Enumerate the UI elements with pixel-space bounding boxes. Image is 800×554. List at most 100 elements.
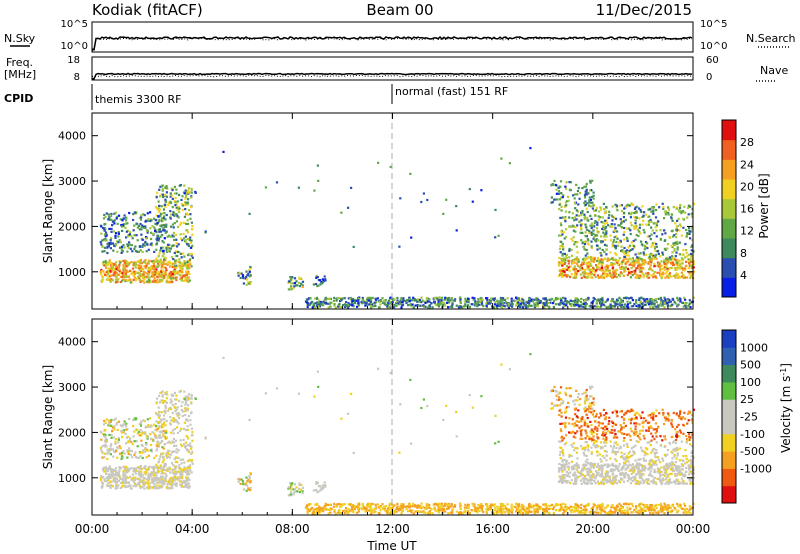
- power-cell: [683, 205, 686, 208]
- power-cell: [637, 306, 640, 309]
- power-cell: [643, 303, 647, 306]
- power-cell: [117, 266, 121, 269]
- power-cell: [295, 280, 298, 283]
- velocity-cell: [125, 425, 128, 428]
- power-cell: [605, 235, 608, 238]
- power-colorbar-frame: [721, 119, 737, 298]
- power-cell: [373, 301, 376, 304]
- cpid-label: CPID: [4, 92, 33, 105]
- velocity-cell: [151, 431, 154, 434]
- power-cell: [166, 249, 169, 252]
- velocity-cell: [113, 478, 116, 481]
- power-cell: [316, 304, 319, 307]
- power-cell: [183, 274, 186, 278]
- power-cell: [188, 260, 191, 264]
- power-cell: [564, 220, 567, 223]
- velocity-cell: [123, 420, 126, 423]
- velocity-cell: [144, 446, 147, 449]
- power-cell: [129, 243, 132, 246]
- power-cell: [354, 302, 357, 305]
- velocity-cell: [109, 449, 112, 452]
- power-cell: [610, 257, 613, 260]
- power-cell: [396, 299, 399, 302]
- power-cell: [149, 243, 152, 246]
- power-cell: [625, 249, 629, 252]
- velocity-cell: [160, 423, 164, 426]
- power-cell: [563, 263, 566, 266]
- power-cell: [162, 252, 165, 256]
- velocity-cell: [105, 418, 108, 421]
- power-cell: [662, 302, 665, 305]
- power-cell: [584, 306, 587, 309]
- power-cell: [312, 303, 315, 306]
- power-cell: [647, 300, 650, 303]
- power-cell: [191, 253, 194, 256]
- power-cell: [589, 205, 592, 208]
- power-cell: [119, 241, 122, 244]
- power-cell: [688, 302, 691, 305]
- power-cell: [103, 250, 106, 253]
- velocity-cell: [242, 488, 245, 491]
- velocity-cell: [143, 484, 146, 487]
- velocity-cell: [657, 503, 660, 506]
- velocity-cell: [163, 417, 166, 421]
- power-cell: [470, 303, 473, 306]
- power-cell: [161, 184, 164, 187]
- power-cell: [369, 296, 372, 299]
- power-cell: [186, 261, 189, 264]
- power-cell: [603, 250, 606, 253]
- power-cell: [580, 263, 583, 267]
- power-cell: [129, 247, 132, 250]
- velocity-cell: [101, 432, 105, 436]
- power-cell: [636, 205, 639, 208]
- power-cell: [191, 233, 194, 236]
- velocity-cell: [168, 471, 172, 474]
- velocity-cell: [554, 509, 557, 512]
- power-cell: [646, 247, 649, 250]
- velocity-cell: [420, 507, 423, 510]
- velocity-cell: [652, 507, 655, 510]
- freq-right-tick-bottom: 0: [706, 72, 712, 83]
- velocity-cell: [103, 456, 106, 459]
- power-cell: [599, 235, 603, 238]
- velocity-cell: [174, 460, 177, 463]
- power-cell: [684, 243, 687, 246]
- power-cell: [572, 276, 575, 279]
- power-cell: [618, 257, 621, 260]
- power-cell: [641, 302, 644, 305]
- velocity-cell: [535, 510, 538, 513]
- velocity-cell: [130, 450, 133, 453]
- velocity-cell: [165, 436, 168, 439]
- velocity-cell: [164, 469, 167, 472]
- velocity-cell: [168, 466, 171, 469]
- velocity-cell: [181, 401, 184, 404]
- power-cell: [671, 251, 674, 254]
- power-cell: [109, 261, 112, 264]
- power-cell: [619, 271, 623, 274]
- power-cell: [292, 287, 295, 290]
- velocity-cell: [147, 424, 150, 427]
- velocity-cell: [164, 479, 167, 482]
- velocity-cell: [152, 467, 155, 470]
- power-cell: [124, 280, 127, 283]
- velocity-cell: [168, 482, 171, 485]
- velocity-cell: [318, 509, 321, 512]
- velocity-cell: [497, 506, 500, 509]
- power-cell: [583, 213, 586, 216]
- power-cell: [622, 296, 626, 300]
- power-cell: [119, 261, 122, 264]
- power-cell: [568, 216, 571, 219]
- power-cell: [109, 247, 112, 250]
- power-cell: [624, 250, 627, 253]
- power-cell: [535, 304, 538, 307]
- power-cell: [660, 277, 663, 280]
- power-cell: [575, 209, 578, 212]
- velocity-cell: [185, 447, 188, 450]
- power-cell: [579, 300, 583, 303]
- power-cell: [684, 211, 687, 214]
- power-cell: [567, 195, 570, 198]
- velocity-cell: [105, 472, 108, 476]
- power-cell: [535, 297, 538, 300]
- power-cell: [633, 211, 636, 215]
- power-cell: [333, 296, 336, 299]
